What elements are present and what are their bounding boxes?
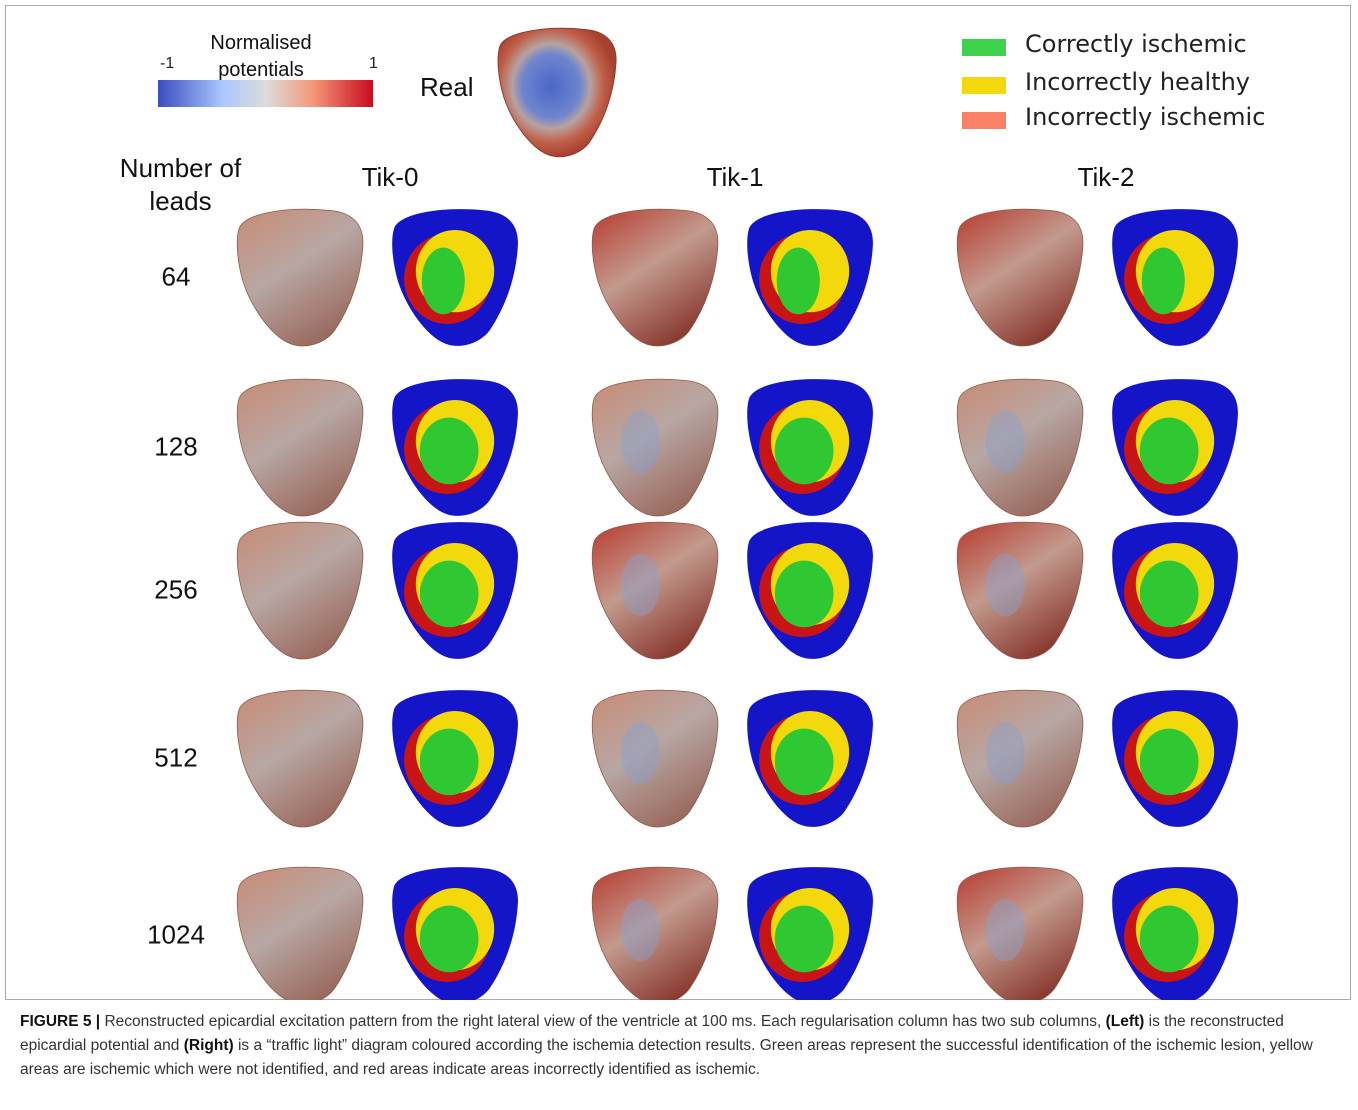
traffic-light-heart [747,209,873,346]
potential-heart [236,521,364,660]
potential-heart [956,521,1084,660]
heart-shape [591,208,719,347]
potential-heart [236,208,364,347]
correctly-ischemic-region [419,417,479,485]
row-label: 1024 [147,919,205,950]
heart-shape [497,27,617,158]
correctly-ischemic-region [1139,905,1199,973]
legend-label: Incorrectly ischemic [1025,103,1266,131]
column-title: Tik-2 [1077,162,1135,192]
caption-part: (Left) [1105,1013,1145,1030]
legend-swatch [962,39,1006,56]
heart-panels [236,27,1238,1000]
row-header: Number of leads [119,153,242,216]
correctly-ischemic-region [774,417,834,485]
correctly-ischemic-region [1139,728,1199,796]
real-heart [497,27,617,158]
row-label: 64 [161,261,191,292]
traffic-light-heart [392,522,518,659]
potential-heart [236,866,364,1000]
potential-heart [956,689,1084,828]
heart-shape [236,521,364,660]
correctly-ischemic-region [776,247,820,315]
potential-heart [591,689,719,828]
caption-part: (Right) [183,1037,234,1054]
potential-heart [591,208,719,347]
row-label: 512 [154,742,198,773]
potential-heart [236,378,364,517]
potential-cool-region [620,553,660,617]
potential-cool-region [985,721,1025,785]
potential-heart [956,378,1084,517]
traffic-light-heart [1112,690,1238,827]
traffic-light-heart [747,690,873,827]
potential-cool-region [620,410,660,474]
correctly-ischemic-region [419,560,479,628]
traffic-light-heart [392,209,518,346]
colorbar-max: 1 [369,55,378,72]
potential-heart [956,866,1084,1000]
heart-shape [236,378,364,517]
traffic-light-heart [1112,522,1238,659]
colorbar-min: -1 [160,55,175,72]
correctly-ischemic-region [1139,560,1199,628]
column-title: Tik-1 [706,162,764,192]
correctly-ischemic-region [421,247,465,315]
column-title: Tik-0 [361,162,419,192]
caption: FIGURE 5 | Reconstructed epicardial exci… [20,1010,1342,1082]
heart-shape [236,208,364,347]
potential-cool-region [985,410,1025,474]
heart-shape [236,689,364,828]
correctly-ischemic-region [419,905,479,973]
traffic-light-heart [392,379,518,516]
caption-part: is the reconstructed epicardial potentia… [20,1013,1284,1054]
row-label: 128 [154,431,198,462]
colorbar [158,80,373,107]
traffic-light-heart [392,690,518,827]
correctly-ischemic-region [419,728,479,796]
caption-part: is a “traffic light” diagram coloured ac… [20,1037,1313,1078]
traffic-light-heart [747,522,873,659]
legend-swatch [962,77,1006,94]
caption-part: FIGURE 5 | [20,1013,101,1030]
potential-heart [591,378,719,517]
traffic-light-heart [747,379,873,516]
traffic-light-heart [747,867,873,1000]
legend-label: Incorrectly healthy [1025,68,1250,96]
traffic-light-heart [1112,379,1238,516]
figure-frame [5,5,1351,1000]
heart-shape [236,866,364,1000]
traffic-light-heart [392,867,518,1000]
potential-cool-region [985,553,1025,617]
potential-cool-region [620,898,660,962]
potential-cool-region [620,721,660,785]
potential-cool-region [985,898,1025,962]
potential-heart [591,866,719,1000]
legend-label: Correctly ischemic [1025,30,1247,58]
correctly-ischemic-region [1139,417,1199,485]
row-label: 256 [154,574,198,605]
correctly-ischemic-region [774,560,834,628]
potential-heart [236,689,364,828]
heart-shape [956,208,1084,347]
potential-heart [591,521,719,660]
correctly-ischemic-region [774,728,834,796]
correctly-ischemic-region [1141,247,1185,315]
traffic-light-heart [1112,867,1238,1000]
real-label: Real [420,72,474,102]
caption-part: Reconstructed epicardial excitation patt… [100,1013,1106,1030]
potential-heart [956,208,1084,347]
legend-swatch [962,112,1006,129]
traffic-light-heart [1112,209,1238,346]
colorbar-title: Normalised potentials [210,32,312,81]
correctly-ischemic-region [774,905,834,973]
